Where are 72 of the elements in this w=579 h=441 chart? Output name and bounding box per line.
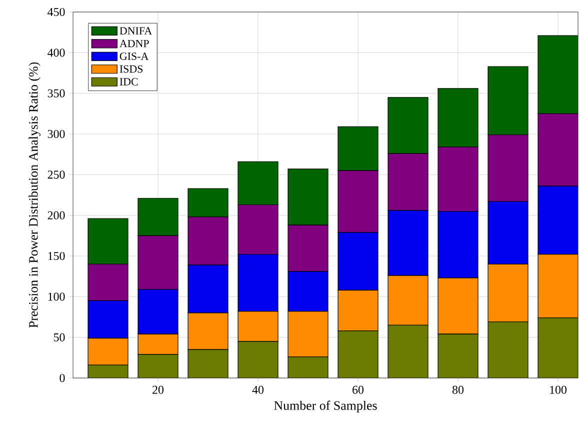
x-tick-label: 40 [252, 386, 264, 394]
bar [338, 290, 378, 332]
bar [538, 254, 578, 318]
y-axis-title: Precision in Power Distribution Analysis Ratio (%) [28, 62, 40, 328]
bar [438, 146, 478, 212]
bar [188, 216, 228, 266]
y-tick-label: 150 [48, 252, 65, 260]
bar [388, 97, 428, 154]
y-tick-label: 200 [48, 211, 65, 220]
bar [538, 186, 578, 255]
bar [388, 153, 428, 211]
x-tick-label: 80 [452, 386, 464, 394]
bar [338, 170, 378, 233]
bar [288, 224, 328, 272]
bar [488, 66, 528, 136]
bar [488, 134, 528, 202]
bar [188, 350, 228, 378]
bar [388, 325, 428, 378]
bar [388, 210, 428, 276]
bar [488, 201, 528, 264]
y-tick-label: 400 [48, 48, 65, 57]
bar [138, 198, 178, 236]
bar [88, 364, 128, 378]
bar [238, 341, 278, 378]
bar [188, 312, 228, 350]
legend-label: GIS-A [120, 52, 149, 60]
y-tick-label: 300 [48, 130, 65, 138]
y-tick-label: 0 [60, 374, 65, 382]
bar [88, 300, 128, 338]
bar [338, 126, 378, 171]
bar [238, 311, 278, 342]
y-tick-label: 250 [48, 170, 65, 179]
bar [538, 35, 578, 114]
bar [538, 318, 578, 378]
bar [188, 264, 228, 314]
bar [288, 271, 328, 312]
bar [438, 334, 478, 378]
y-tick-label: 50 [54, 333, 65, 342]
bar [88, 338, 128, 366]
legend-label: ADNP [120, 40, 149, 48]
bar [538, 113, 578, 186]
x-tick-label: 20 [152, 386, 164, 394]
bar [138, 354, 178, 378]
bar [488, 322, 528, 378]
bar [438, 210, 478, 278]
bar [138, 289, 178, 334]
bar [438, 278, 478, 334]
bar [438, 88, 478, 148]
legend-label: ISDS [120, 65, 142, 73]
bar [288, 356, 328, 378]
x-tick-label: 100 [550, 386, 567, 394]
bar [488, 264, 528, 322]
bar [388, 275, 428, 326]
bar [338, 232, 378, 290]
bar [88, 218, 128, 264]
legend-label: DNIFA [120, 27, 152, 34]
x-tick-label: 60 [352, 386, 364, 394]
bar [88, 264, 128, 302]
bar [138, 235, 178, 290]
bar [138, 334, 178, 355]
bar [238, 204, 278, 255]
bar [288, 311, 328, 358]
bar [338, 330, 378, 378]
bar [238, 161, 278, 206]
bar [238, 254, 278, 312]
y-tick-label: 100 [48, 292, 65, 301]
legend-label: IDC [120, 78, 138, 86]
y-tick-label: 450 [48, 8, 65, 16]
bar [288, 168, 328, 226]
bar [188, 188, 228, 218]
y-tick-label: 350 [48, 89, 65, 98]
x-axis-title: Number of Samples [274, 400, 377, 413]
